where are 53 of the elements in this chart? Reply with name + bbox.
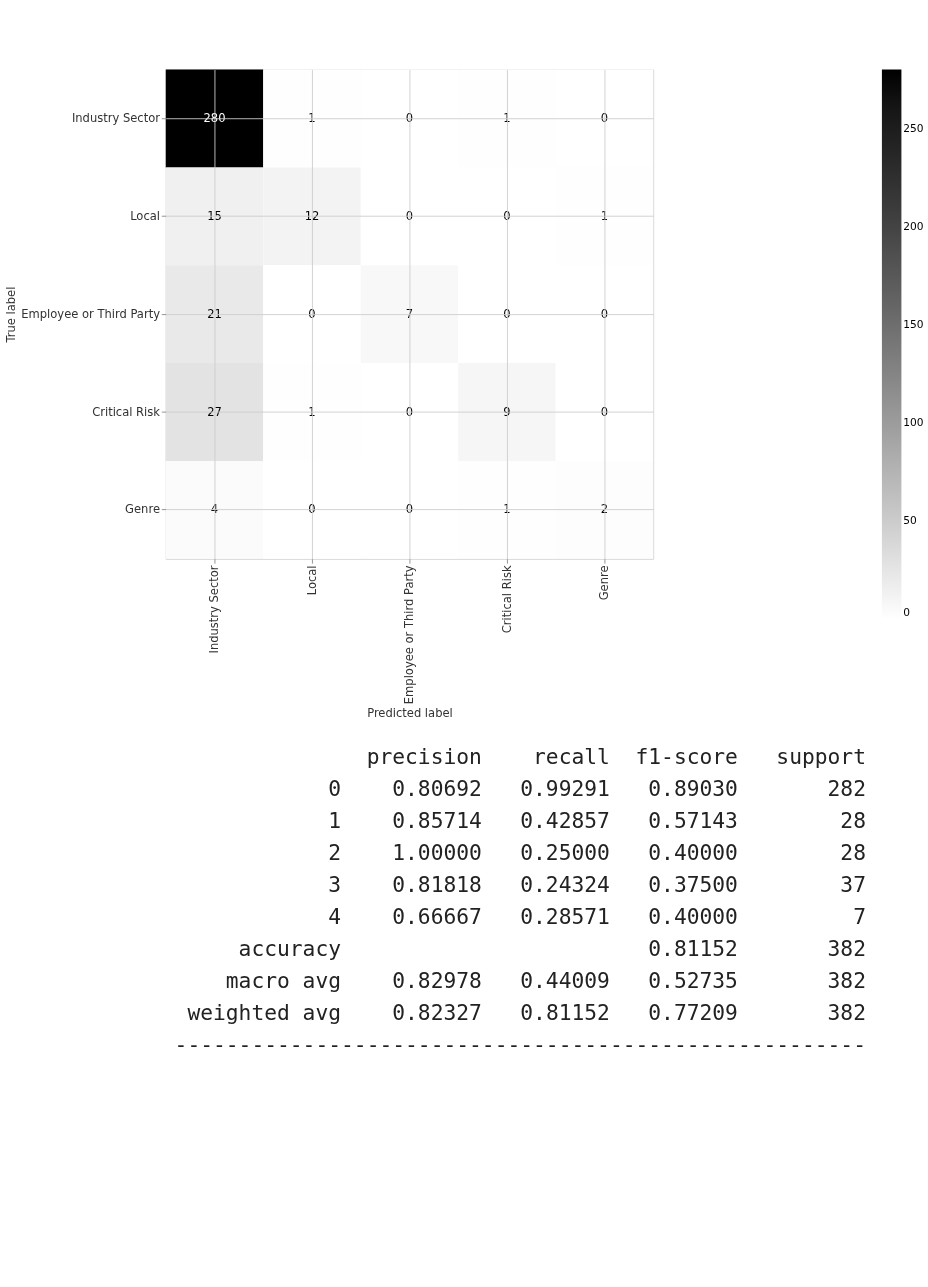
color-bar-label: 250 <box>903 121 924 135</box>
x-tick-label: Local <box>304 565 319 596</box>
data-label: 1 <box>503 502 511 517</box>
text: 2 1.00000 0.25000 0.40000 28 <box>328 840 866 866</box>
data-label: 0 <box>405 502 414 517</box>
text: 1 0.85714 0.42857 0.57143 28 <box>328 808 866 834</box>
x-axis-title: Predicted label <box>367 705 453 720</box>
data-label: 1 <box>503 111 511 126</box>
data-label: 4 <box>210 502 219 517</box>
data-label: 2 <box>600 502 609 517</box>
y-tick-label: Critical Risk <box>92 404 161 419</box>
text: macro avg 0.82978 0.44009 0.52735 382 <box>225 967 866 993</box>
text: weighted avg 0.82327 0.81152 0.77209 382 <box>187 999 866 1025</box>
data-label: 0 <box>600 404 609 419</box>
x-tick-label: Genre <box>597 565 612 601</box>
color-bar-label: 100 <box>903 416 924 430</box>
data-label: 21 <box>207 306 222 321</box>
color-bar-label: 200 <box>903 220 924 234</box>
text: accuracy 0.81152 382 <box>238 935 866 961</box>
data-label: 1 <box>600 208 609 223</box>
x-tick-label: Critical Risk <box>499 565 514 634</box>
data-label: 0 <box>405 111 414 126</box>
data-label: 1 <box>308 111 316 126</box>
color-bar-label: 150 <box>903 318 924 332</box>
data-label: 12 <box>304 208 320 223</box>
y-axis-title: True label <box>3 286 18 344</box>
data-label: 27 <box>207 404 222 419</box>
data-label: 0 <box>503 208 511 223</box>
color-bar-label: 50 <box>903 514 917 528</box>
y-tick-label: Local <box>130 208 160 223</box>
y-tick-label: Industry Sector <box>71 111 161 126</box>
data-label: 0 <box>503 306 511 321</box>
text: 0 0.80692 0.99291 0.89030 282 <box>328 776 866 802</box>
data-label: 0 <box>600 306 609 321</box>
data-label: 7 <box>405 306 414 321</box>
data-label: 15 <box>207 208 222 223</box>
x-tick-label: Employee or Third Party <box>402 565 417 705</box>
data-label: 0 <box>308 306 316 321</box>
y-tick-label: Employee or Third Party <box>21 306 161 321</box>
data-label: 0 <box>308 502 316 517</box>
data-label: 280 <box>203 111 226 126</box>
data-label: 0 <box>405 208 414 223</box>
text: precision recall f1-score support <box>366 744 866 770</box>
x-tick-label: Industry Sector <box>207 565 222 654</box>
data-label: 0 <box>405 404 414 419</box>
data-label: 0 <box>600 111 609 126</box>
text: 3 0.81818 0.24324 0.37500 37 <box>328 872 866 898</box>
y-tick-label: Genre <box>125 502 160 517</box>
data-label: 1 <box>308 404 316 419</box>
color-bar-label: 0 <box>903 606 911 620</box>
text: 4 0.66667 0.28571 0.40000 7 <box>328 903 866 929</box>
text: ------------------------------------------------------ <box>174 1031 866 1057</box>
data-label: 9 <box>503 404 511 419</box>
